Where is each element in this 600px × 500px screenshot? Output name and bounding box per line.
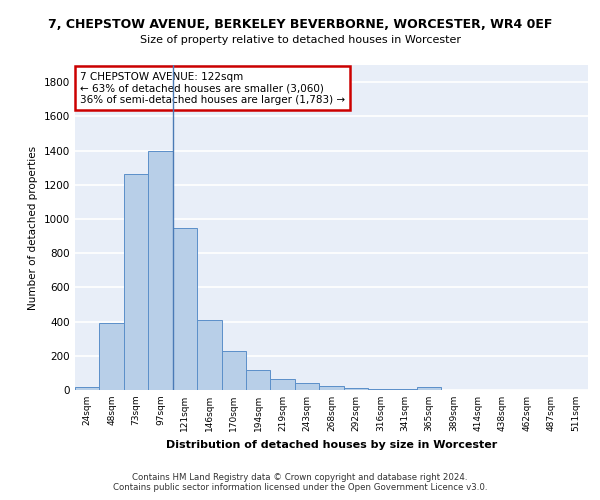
Text: Size of property relative to detached houses in Worcester: Size of property relative to detached ho… <box>139 35 461 45</box>
Text: 7, CHEPSTOW AVENUE, BERKELEY BEVERBORNE, WORCESTER, WR4 0EF: 7, CHEPSTOW AVENUE, BERKELEY BEVERBORNE,… <box>48 18 552 30</box>
Bar <box>124 174 148 390</box>
Bar <box>344 388 368 390</box>
Bar <box>100 324 124 390</box>
Bar <box>271 380 295 390</box>
X-axis label: Distribution of detached houses by size in Worcester: Distribution of detached houses by size … <box>166 440 497 450</box>
Bar <box>148 150 173 390</box>
Bar <box>417 388 442 390</box>
Text: 7 CHEPSTOW AVENUE: 122sqm
← 63% of detached houses are smaller (3,060)
36% of se: 7 CHEPSTOW AVENUE: 122sqm ← 63% of detac… <box>80 72 345 104</box>
Bar <box>319 386 344 390</box>
Bar <box>368 389 392 390</box>
Y-axis label: Number of detached properties: Number of detached properties <box>28 146 38 310</box>
Bar <box>173 228 197 390</box>
Bar <box>197 320 221 390</box>
Bar <box>295 383 319 390</box>
Text: Contains HM Land Registry data © Crown copyright and database right 2024.
Contai: Contains HM Land Registry data © Crown c… <box>113 473 487 492</box>
Bar <box>246 370 271 390</box>
Bar <box>75 386 100 390</box>
Bar <box>221 350 246 390</box>
